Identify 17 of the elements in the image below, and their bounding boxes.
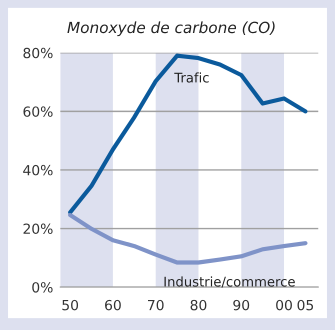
series-label: Trafic [174,72,209,83]
x-tick-label: 70 [148,300,164,310]
x-tick-label: 80 [190,300,206,310]
chart-title: Monoxyde de carbone (CO) [67,21,275,36]
x-tick-label: 05 [297,300,314,310]
x-tick-label: 60 [105,300,121,310]
series-label: Industrie/commerce [164,276,295,288]
y-tick-label: 20% [24,223,53,234]
y-tick-label: 80% [23,48,53,58]
y-tick-label: 40% [23,164,53,176]
y-tick-label: 0% [32,282,53,293]
line-series [68,54,308,214]
y-tick-label: 60% [23,106,53,117]
line-series [68,212,308,265]
x-tick-label: 50 [62,300,78,310]
x-tick-label: 00 [276,300,292,310]
x-tick-label: 90 [233,300,250,310]
